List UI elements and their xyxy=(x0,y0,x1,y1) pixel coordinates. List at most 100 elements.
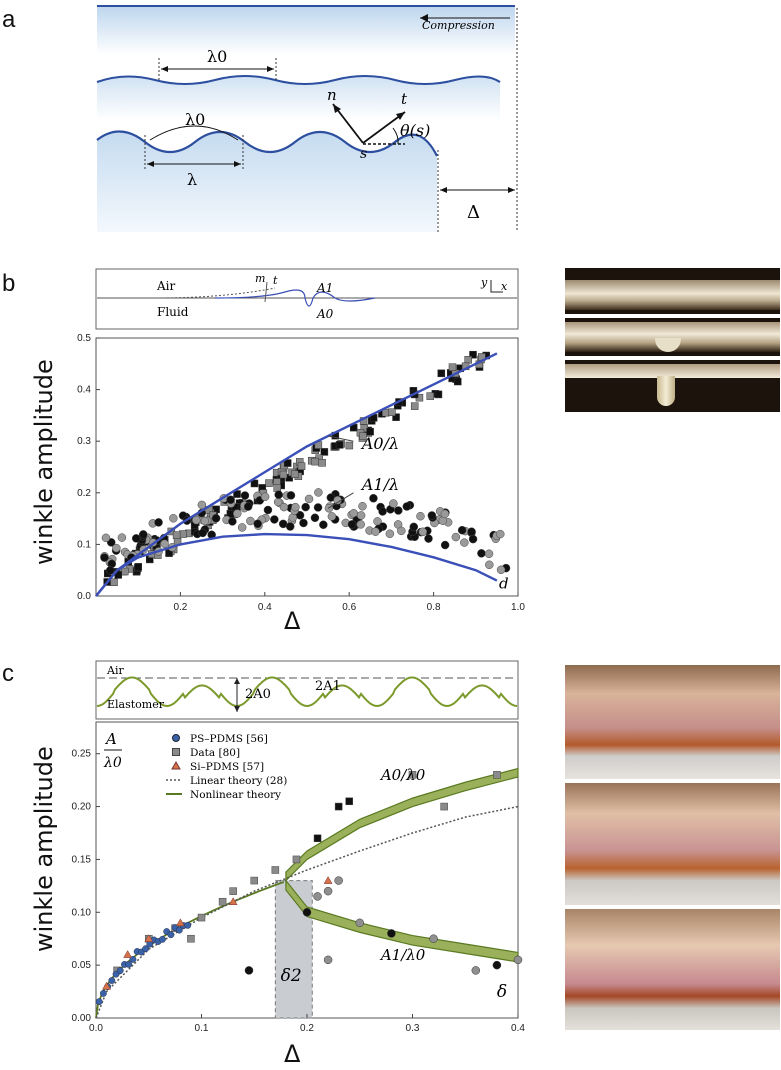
inset-c-air: Air xyxy=(106,664,124,677)
panel-c-ylabel: winkle amplitude xyxy=(30,746,58,952)
a1-point xyxy=(468,534,478,544)
a1-point xyxy=(243,502,253,511)
panel-b-xlabel: Δ xyxy=(284,607,301,635)
theta-label: θ(s) xyxy=(400,121,430,140)
a0-point xyxy=(426,392,435,400)
a0-point xyxy=(453,377,462,386)
a1-point xyxy=(274,490,283,499)
x-tick-label: 0.2 xyxy=(300,1023,314,1034)
a1-point xyxy=(139,530,148,539)
inset-b-A0: A0 xyxy=(316,307,334,321)
a1-point xyxy=(270,515,279,524)
legend-marker-ps-pdms xyxy=(172,734,180,742)
data80-point xyxy=(334,802,343,811)
inset-b-air: Air xyxy=(156,279,176,293)
a0-point xyxy=(297,462,306,470)
a1-point xyxy=(484,549,494,559)
panel-c-chart: 0.0 0.1 0.2 0.3 0.4 0.00 0.05 0.10 0.15 0.20 0.25 A… xyxy=(72,721,525,1034)
a1-point xyxy=(279,502,289,512)
inset-c-2A0: 2A0 xyxy=(245,687,271,702)
a1-point xyxy=(389,499,398,508)
inset-b-m: m xyxy=(255,272,265,285)
a1-point xyxy=(286,491,296,500)
lower-branch-point xyxy=(355,918,364,928)
a1-theory-line xyxy=(95,532,498,597)
a1-point xyxy=(369,494,378,503)
a0-point xyxy=(279,470,288,479)
inset-b-fluid: Fluid xyxy=(157,305,189,319)
a1-point xyxy=(301,502,310,512)
x-tick-label: 1.0 xyxy=(511,602,525,613)
data80-point xyxy=(408,771,417,779)
a0-point xyxy=(179,530,187,538)
delta2-label: δ2 xyxy=(281,966,302,986)
x-tick-label: 0.4 xyxy=(511,1023,525,1034)
y-tick-label: 0.15 xyxy=(72,854,92,865)
a1-point xyxy=(496,565,506,575)
a1-point xyxy=(117,533,127,542)
data80-point xyxy=(250,876,258,885)
a0-point xyxy=(392,413,400,421)
a1-point xyxy=(237,523,247,532)
legend-label: Nonlinear theory xyxy=(190,789,281,801)
s-label: s xyxy=(360,146,367,162)
ps-pdms-point xyxy=(159,935,166,943)
y-tick-label: 0.3 xyxy=(77,436,91,447)
a1-point xyxy=(100,553,109,562)
inset-b-x: x xyxy=(501,280,508,293)
data80-point xyxy=(271,866,280,874)
a1-point xyxy=(356,511,366,520)
lower-branch-point xyxy=(513,955,523,965)
panel-b-chart: 0.2 0.4 0.6 0.8 1.0 0.0 0.1 0.2 0.3 0.4 0.5 A0/λ A1/… xyxy=(77,333,525,613)
lambda0-top-label: λ0 xyxy=(207,47,227,66)
data80-point xyxy=(345,797,353,806)
a1-point xyxy=(228,517,237,526)
panel-letter-c: c xyxy=(2,660,14,687)
a1-point xyxy=(246,516,255,526)
legend-marker-data80 xyxy=(172,748,180,756)
a0-point xyxy=(469,350,477,359)
a0-point xyxy=(120,567,129,576)
a1-point xyxy=(460,538,469,547)
a0-point xyxy=(410,402,419,410)
a1-point xyxy=(112,543,121,553)
a0-point xyxy=(311,457,319,466)
panel-letter-a: a xyxy=(2,6,16,33)
x-tick-label: 0.6 xyxy=(342,602,356,613)
a1-point xyxy=(310,513,320,523)
data80-point xyxy=(218,897,227,906)
a1-point xyxy=(105,566,115,575)
legend-marker-si-pdms xyxy=(171,760,181,770)
a1-point xyxy=(358,502,367,511)
a1-point xyxy=(291,502,300,512)
panel-b-photo-stack xyxy=(565,268,780,412)
lower-branch-point xyxy=(387,929,396,938)
a1-point xyxy=(416,511,425,521)
ps-pdms-point xyxy=(167,931,175,939)
a1-point xyxy=(418,527,428,537)
x-tick-label: 0.1 xyxy=(195,1023,209,1034)
a0-point xyxy=(448,363,457,371)
y-tick-label: 0.5 xyxy=(77,333,91,344)
a1-point xyxy=(409,522,419,532)
panel-c-inset: Air Elastomer 2A0 2A1 xyxy=(95,660,519,720)
a1-point xyxy=(304,494,314,504)
a1-point xyxy=(192,515,201,525)
a1-point xyxy=(160,539,169,549)
legend-label: Data [80] xyxy=(190,747,240,759)
a1-point xyxy=(299,518,308,528)
ps-pdms-point xyxy=(175,926,183,934)
inset-c-elastomer: Elastomer xyxy=(107,698,165,711)
x-tick-label: 0.2 xyxy=(173,602,187,613)
si-pdms-point xyxy=(323,876,333,884)
a0-point xyxy=(464,356,472,364)
data80-point xyxy=(229,887,237,895)
a0-point xyxy=(437,369,446,378)
data80-point xyxy=(493,771,501,779)
a1-point xyxy=(356,520,365,529)
a1-point xyxy=(440,540,450,550)
a1-point xyxy=(496,529,505,539)
a1-point xyxy=(402,502,412,511)
a1-point xyxy=(131,534,141,543)
a0-point xyxy=(366,427,374,436)
